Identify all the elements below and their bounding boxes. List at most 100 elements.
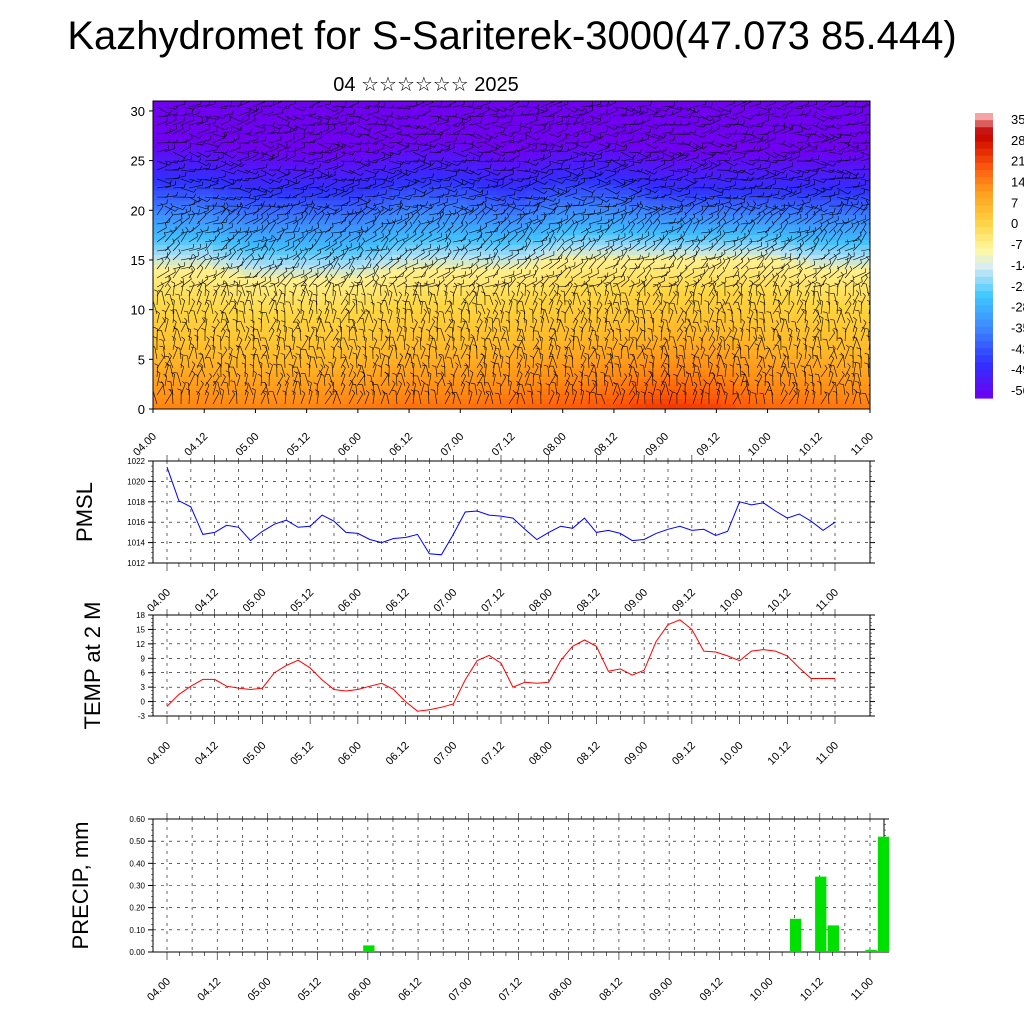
heatmap-cell (242, 250, 259, 256)
heatmap-cell (272, 250, 289, 256)
wind-barb (516, 128, 532, 135)
heatmap-cell (675, 334, 692, 341)
wind-barb (308, 248, 322, 261)
heatmap-cell (511, 289, 528, 296)
wind-barb (340, 290, 349, 306)
heatmap-cell (257, 245, 274, 251)
wind-barb (156, 193, 169, 198)
wind-barb (276, 203, 290, 208)
wind-barb (508, 245, 524, 252)
wind-barb (452, 279, 464, 288)
wind-barb (300, 289, 306, 306)
heatmap-cell (840, 379, 856, 385)
wind-barb (812, 187, 827, 193)
heatmap-cell (242, 314, 259, 321)
wind-barb (212, 218, 228, 225)
heatmap-cell (257, 374, 274, 380)
heatmap-cell (287, 329, 304, 336)
wind-barb (372, 232, 384, 243)
wind-barb (716, 109, 732, 117)
heatmap-cell (496, 165, 513, 172)
wind-barb (396, 105, 412, 110)
wind-barb (516, 109, 531, 117)
heatmap-cell (362, 145, 378, 152)
heatmap-cell (377, 394, 393, 400)
heatmap-cell (362, 105, 378, 112)
heatmap-cell (347, 389, 363, 395)
wind-barb (332, 177, 347, 182)
wind-barb (868, 205, 870, 207)
heatmap-cell (810, 190, 826, 197)
heatmap-cell (840, 190, 856, 197)
heatmap-cell (227, 264, 244, 271)
heatmap-cell (750, 279, 767, 286)
wind-barb (844, 201, 854, 216)
heatmap-cell (780, 245, 797, 251)
heatmap-cell (332, 404, 348, 409)
heatmap-cell (302, 150, 319, 157)
heatmap-cell (481, 394, 498, 400)
heatmap-cell (153, 394, 169, 400)
heatmap-cell (810, 255, 826, 261)
wind-barb (636, 174, 651, 180)
wind-barb (396, 142, 410, 153)
wind-barb (324, 222, 334, 234)
heatmap-cell (167, 200, 184, 207)
wind-barb (228, 229, 238, 243)
wind-barb (388, 203, 402, 216)
wind-barb (644, 109, 658, 117)
wind-barb (372, 221, 384, 234)
heatmap-cell (302, 165, 319, 172)
heatmap-cell (735, 210, 752, 217)
heatmap-cell (406, 130, 423, 137)
wind-barb (531, 282, 536, 297)
heatmap-cell (167, 135, 184, 142)
wind-barb (620, 231, 633, 243)
wind-barb (300, 128, 315, 135)
heatmap-cell (392, 155, 408, 162)
heatmap-cell (601, 180, 617, 187)
wind-barb (188, 181, 204, 189)
wind-barb (436, 177, 452, 182)
wind-barb (508, 205, 525, 211)
wind-barb (388, 254, 402, 261)
wind-barb (852, 117, 867, 126)
wind-barb (172, 101, 186, 108)
heatmap-cell (586, 140, 602, 147)
wind-barb (444, 228, 452, 243)
heatmap-cell (332, 309, 348, 316)
heatmap-cell (601, 384, 617, 390)
heatmap-cell (421, 319, 438, 326)
heatmap-cell (511, 269, 528, 276)
heatmap-cell (436, 324, 453, 331)
wind-barb (532, 264, 539, 279)
wind-barb (748, 211, 761, 225)
heatmap-cell (212, 180, 229, 187)
wind-barb (188, 196, 202, 203)
heatmap-cell (466, 324, 483, 331)
heatmap-cell (586, 314, 602, 321)
wind-barb (732, 248, 743, 261)
wind-barb (812, 236, 820, 252)
heatmap-cell (571, 235, 587, 241)
heatmap-cell (272, 101, 289, 107)
wind-barb (164, 191, 178, 198)
wind-barb (380, 169, 397, 175)
heatmap-cell (421, 399, 438, 405)
heatmap-cell (347, 349, 363, 356)
wind-barb (228, 101, 242, 108)
wind-barb (516, 269, 531, 279)
wind-barb (324, 106, 339, 113)
heatmap-cell (272, 284, 289, 291)
wind-barb (204, 179, 219, 189)
heatmap-cell (392, 349, 408, 356)
heatmap-cell (601, 160, 617, 167)
heatmap-cell (436, 135, 453, 142)
heatmap-cell (153, 150, 169, 157)
wind-barb (316, 203, 328, 216)
heatmap-cell (227, 125, 244, 132)
wind-barb (172, 229, 184, 243)
heatmap-cell (197, 200, 214, 207)
heatmap-cell (735, 289, 752, 296)
wind-barb (580, 106, 594, 117)
